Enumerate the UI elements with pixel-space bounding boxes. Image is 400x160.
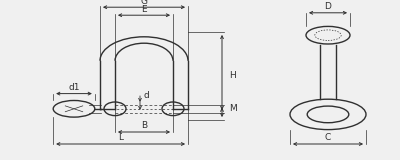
Text: H: H xyxy=(229,72,236,80)
Text: E: E xyxy=(141,5,147,14)
Text: M: M xyxy=(229,104,237,113)
Text: d1: d1 xyxy=(68,83,80,92)
Text: G: G xyxy=(140,0,148,6)
Text: B: B xyxy=(141,121,147,130)
Text: C: C xyxy=(325,133,331,142)
Text: d: d xyxy=(144,92,150,100)
Text: L: L xyxy=(118,133,123,142)
Text: D: D xyxy=(324,2,332,11)
